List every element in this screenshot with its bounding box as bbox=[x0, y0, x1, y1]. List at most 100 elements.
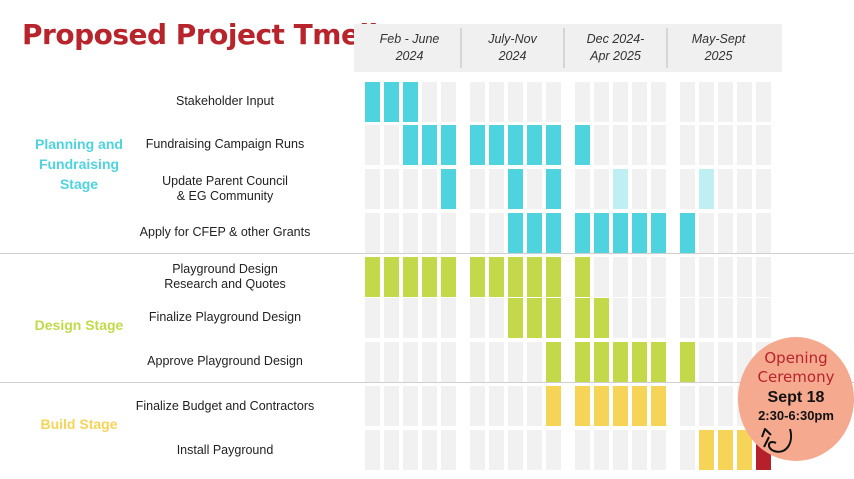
bar-cell bbox=[403, 82, 418, 122]
bar-cell-tentative bbox=[613, 169, 628, 209]
empty-cell bbox=[508, 82, 523, 122]
empty-cell bbox=[384, 213, 399, 253]
empty-cell bbox=[594, 257, 609, 297]
empty-cell bbox=[680, 125, 695, 165]
empty-cell bbox=[680, 82, 695, 122]
empty-cell bbox=[680, 257, 695, 297]
bar-cell bbox=[575, 213, 590, 253]
empty-cell bbox=[422, 169, 437, 209]
bar-cell bbox=[546, 342, 561, 382]
task-label: Fundraising Campaign Runs bbox=[120, 137, 330, 152]
empty-cell bbox=[365, 125, 380, 165]
empty-cell bbox=[365, 213, 380, 253]
badge-date: Sept 18 bbox=[767, 389, 825, 406]
task-label: Approve Playground Design bbox=[120, 354, 330, 369]
empty-cell bbox=[632, 298, 647, 338]
empty-cell bbox=[756, 213, 771, 253]
badge-title-line: Opening bbox=[764, 349, 828, 367]
empty-cell bbox=[489, 386, 504, 426]
empty-cell bbox=[470, 386, 485, 426]
bar-cell bbox=[651, 342, 666, 382]
empty-cell bbox=[403, 430, 418, 470]
badge-title-line: Ceremony bbox=[757, 368, 835, 386]
empty-cell bbox=[403, 342, 418, 382]
empty-cell bbox=[403, 386, 418, 426]
bar-cell bbox=[403, 125, 418, 165]
bar-cell bbox=[651, 213, 666, 253]
bar-cell bbox=[651, 386, 666, 426]
task-label-line: Fundraising Campaign Runs bbox=[145, 137, 305, 151]
empty-cell bbox=[441, 213, 456, 253]
empty-cell bbox=[575, 82, 590, 122]
period-year: 2025 bbox=[704, 49, 733, 63]
bar-cell bbox=[613, 213, 628, 253]
empty-cell bbox=[384, 169, 399, 209]
bar-cell bbox=[527, 298, 542, 338]
bar-cell bbox=[718, 430, 733, 470]
empty-cell bbox=[718, 125, 733, 165]
bar-cell bbox=[546, 213, 561, 253]
bar-cell bbox=[422, 125, 437, 165]
task-label-line: Install Payground bbox=[176, 443, 274, 457]
task-label-line: Stakeholder Input bbox=[176, 94, 274, 108]
empty-cell bbox=[699, 125, 714, 165]
empty-cell bbox=[718, 342, 733, 382]
period-header-2: July-Nov 2024 bbox=[461, 31, 564, 65]
empty-cell bbox=[403, 298, 418, 338]
empty-cell bbox=[737, 298, 752, 338]
bar-cell bbox=[575, 257, 590, 297]
task-label: Update Parent Council & EG Community bbox=[120, 174, 330, 204]
empty-cell bbox=[756, 125, 771, 165]
empty-cell bbox=[737, 169, 752, 209]
bar-cell bbox=[508, 125, 523, 165]
period-header-1: Feb - June 2024 bbox=[358, 31, 461, 65]
empty-cell bbox=[441, 298, 456, 338]
empty-cell bbox=[470, 169, 485, 209]
bar-cell bbox=[441, 257, 456, 297]
empty-cell bbox=[613, 125, 628, 165]
task-label-line: Research and Quotes bbox=[164, 277, 286, 291]
task-label-line: Approve Playground Design bbox=[147, 354, 303, 368]
empty-cell bbox=[613, 82, 628, 122]
empty-cell bbox=[441, 342, 456, 382]
empty-cell bbox=[470, 298, 485, 338]
empty-cell bbox=[651, 125, 666, 165]
empty-cell bbox=[718, 257, 733, 297]
period-year: 2024 bbox=[498, 49, 527, 63]
empty-cell bbox=[613, 257, 628, 297]
period-header-3: Dec 2024- Apr 2025 bbox=[564, 31, 667, 65]
empty-cell bbox=[699, 213, 714, 253]
empty-cell bbox=[527, 169, 542, 209]
bar-cell bbox=[594, 342, 609, 382]
task-label: Stakeholder Input bbox=[120, 94, 330, 109]
empty-cell bbox=[422, 430, 437, 470]
empty-cell bbox=[489, 298, 504, 338]
empty-cell bbox=[632, 430, 647, 470]
empty-cell bbox=[508, 386, 523, 426]
empty-cell bbox=[422, 342, 437, 382]
empty-cell bbox=[489, 430, 504, 470]
bar-cell bbox=[508, 257, 523, 297]
header-separator bbox=[563, 28, 565, 68]
empty-cell bbox=[699, 298, 714, 338]
bar-cell bbox=[680, 342, 695, 382]
period-label: July-Nov bbox=[488, 32, 537, 46]
bar-cell bbox=[680, 213, 695, 253]
empty-cell bbox=[651, 430, 666, 470]
period-label: Feb - June bbox=[379, 32, 440, 46]
task-label-line: Finalize Playground Design bbox=[148, 310, 302, 324]
empty-cell bbox=[632, 125, 647, 165]
empty-cell bbox=[756, 257, 771, 297]
empty-cell bbox=[384, 298, 399, 338]
task-label-line: & EG Community bbox=[176, 189, 274, 203]
bar-cell bbox=[384, 82, 399, 122]
task-label-line: Update Parent Council bbox=[162, 174, 288, 188]
empty-cell bbox=[718, 82, 733, 122]
empty-cell bbox=[575, 430, 590, 470]
empty-cell bbox=[489, 82, 504, 122]
bar-cell bbox=[403, 257, 418, 297]
empty-cell bbox=[384, 342, 399, 382]
empty-cell bbox=[756, 169, 771, 209]
bar-cell bbox=[594, 213, 609, 253]
empty-cell bbox=[365, 430, 380, 470]
